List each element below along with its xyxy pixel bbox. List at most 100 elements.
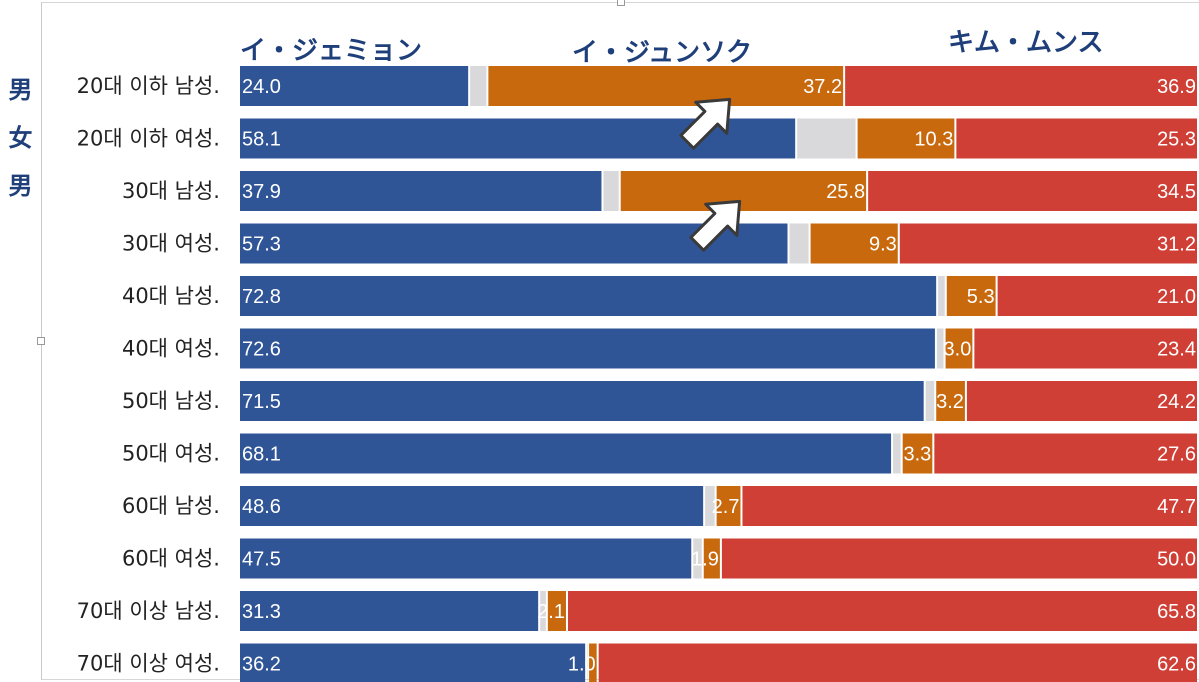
arrow-shape <box>679 97 732 150</box>
data-label-kim_moonsoo: 34.5 <box>1157 181 1196 203</box>
bar-gap <box>925 381 935 421</box>
category-label: 60대 여성. <box>122 547 220 571</box>
category-label: 70대 이상 여성. <box>77 652 220 676</box>
data-label-lee_jaemyung: 31.3 <box>242 601 281 623</box>
bar-gap <box>893 433 901 474</box>
category-label: 30대 남성. <box>122 179 220 203</box>
data-label-kim_moonsoo: 47.7 <box>1157 496 1196 518</box>
bar-gap <box>705 486 715 526</box>
data-label-lee_jaemyung: 48.6 <box>242 496 281 518</box>
category-label: 60대 남성. <box>122 494 220 518</box>
bar-gap <box>938 276 945 316</box>
bar-kim_moonsoo <box>721 538 1197 579</box>
bar-lee_jaemyung <box>240 538 692 579</box>
legend-kim-moonsoo: キム・ムンス <box>948 28 1104 58</box>
bar-gap <box>603 171 619 211</box>
bar-lee_jaemyung <box>240 643 586 682</box>
bar-lee_jaemyung <box>240 433 892 474</box>
bar-lee_junseok <box>488 66 844 106</box>
selection-handle-top[interactable] <box>617 0 625 6</box>
side-label-female: 女 <box>8 124 33 152</box>
category-label: 40대 여성. <box>122 337 220 361</box>
side-label-male-2: 男 <box>8 172 33 200</box>
data-label-lee_junseok: 9.3 <box>869 234 897 256</box>
bar-gap <box>587 643 588 682</box>
data-label-lee_junseok: 25.8 <box>826 181 865 203</box>
bar-gap <box>470 66 487 106</box>
category-label: 20대 이하 여성. <box>77 127 220 151</box>
data-label-lee_junseok: 1.0 <box>568 654 596 676</box>
bar-lee_junseok <box>589 643 597 682</box>
annotation-arrow-icon <box>689 199 742 252</box>
data-label-kim_moonsoo: 50.0 <box>1157 549 1196 571</box>
bar-lee_junseok <box>902 433 933 474</box>
bar-lee_jaemyung <box>240 381 924 421</box>
bar-lee_junseok <box>810 223 898 264</box>
bar-kim_moonsoo <box>956 118 1197 159</box>
bar-kim_moonsoo <box>598 643 1197 682</box>
bar-lee_junseok <box>945 328 973 369</box>
arrow-shape <box>689 199 742 252</box>
bar-lee_junseok <box>936 381 965 421</box>
bar-kim_moonsoo <box>567 591 1197 631</box>
data-label-lee_junseok: 37.2 <box>803 76 842 98</box>
selection-handle-left[interactable] <box>37 337 45 345</box>
data-label-lee_jaemyung: 71.5 <box>242 391 281 413</box>
data-label-kim_moonsoo: 62.6 <box>1157 654 1196 676</box>
data-label-kim_moonsoo: 65.8 <box>1157 601 1196 623</box>
bar-lee_junseok <box>703 538 720 579</box>
bar-lee_junseok <box>946 276 996 316</box>
data-label-kim_moonsoo: 27.6 <box>1157 444 1196 466</box>
data-label-lee_junseok: 5.3 <box>967 286 995 308</box>
category-label: 30대 여성. <box>122 232 220 256</box>
legend-lee-junseok: イ・ジュンソク <box>572 38 753 68</box>
legend-lee-jaemyung: イ・ジェミョン <box>240 36 423 66</box>
category-label: 20대 이하 남성. <box>77 74 220 98</box>
data-label-kim_moonsoo: 24.2 <box>1157 391 1196 413</box>
gender-side-labels: 男 女 男 <box>0 66 41 210</box>
bar-lee_junseok <box>547 591 566 631</box>
bar-lee_jaemyung <box>240 171 602 211</box>
bar-kim_moonsoo <box>742 486 1197 526</box>
data-label-lee_jaemyung: 58.1 <box>242 129 281 151</box>
data-label-lee_jaemyung: 68.1 <box>242 444 281 466</box>
data-label-lee_junseok: 3.0 <box>944 339 972 361</box>
data-label-lee_jaemyung: 37.9 <box>242 181 281 203</box>
data-label-lee_junseok: 1.9 <box>691 549 719 571</box>
bar-gap <box>936 328 944 369</box>
bar-lee_junseok <box>716 486 741 526</box>
data-label-lee_junseok: 3.2 <box>936 391 964 413</box>
data-label-lee_jaemyung: 72.6 <box>242 339 281 361</box>
bar-gap <box>797 118 856 159</box>
bar-gap <box>693 538 702 579</box>
bar-lee_jaemyung <box>240 66 469 106</box>
data-label-lee_junseok: 2.7 <box>712 496 740 518</box>
bar-lee_jaemyung <box>240 328 935 369</box>
side-label-male-1: 男 <box>8 76 33 104</box>
data-label-lee_junseok: 3.3 <box>904 444 932 466</box>
data-label-lee_jaemyung: 24.0 <box>242 76 281 98</box>
bar-lee_junseok <box>857 118 955 159</box>
bar-kim_moonsoo <box>974 328 1197 369</box>
data-label-kim_moonsoo: 23.4 <box>1157 339 1196 361</box>
bar-lee_jaemyung <box>240 591 539 631</box>
data-label-lee_junseok: 10.3 <box>914 129 953 151</box>
bar-lee_jaemyung <box>240 276 937 316</box>
bar-lee_junseok <box>620 171 867 211</box>
category-label: 50대 여성. <box>122 442 220 466</box>
data-label-lee_jaemyung: 36.2 <box>242 654 281 676</box>
bar-kim_moonsoo <box>934 433 1197 474</box>
data-label-kim_moonsoo: 25.3 <box>1157 129 1196 151</box>
data-label-lee_jaemyung: 57.3 <box>242 234 281 256</box>
bar-gap <box>789 223 809 264</box>
data-label-lee_jaemyung: 72.8 <box>242 286 281 308</box>
bar-kim_moonsoo <box>899 223 1197 264</box>
data-label-lee_jaemyung: 47.5 <box>242 549 281 571</box>
bar-kim_moonsoo <box>966 381 1197 421</box>
bar-lee_jaemyung <box>240 486 704 526</box>
data-label-kim_moonsoo: 36.9 <box>1157 76 1196 98</box>
annotation-arrow-icon <box>679 97 732 150</box>
data-label-kim_moonsoo: 31.2 <box>1157 234 1196 256</box>
category-label: 70대 이상 남성. <box>77 599 220 623</box>
